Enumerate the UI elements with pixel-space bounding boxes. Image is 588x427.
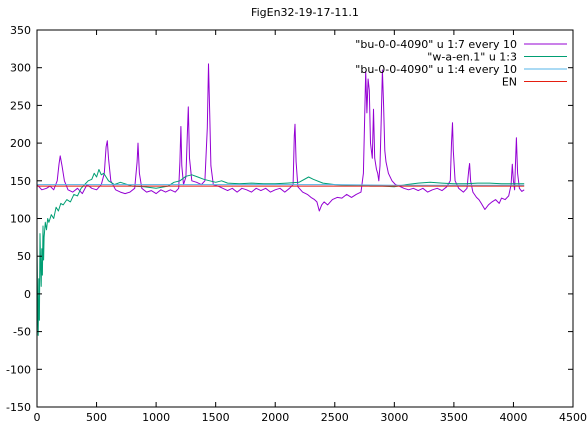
x-tick-label: 0	[34, 411, 41, 424]
x-tick-label: 3000	[380, 411, 408, 424]
x-tick-label: 2500	[321, 411, 349, 424]
y-tick-label: -150	[6, 401, 31, 414]
x-tick-label: 2000	[261, 411, 289, 424]
x-tick-label: 1500	[202, 411, 230, 424]
axis-ticks: 0 500 1000 1500 2000 2500 3000 3500 4000 4500-150…	[6, 24, 587, 424]
legend-label: "bu-0-0-4090" u 1:7 every 10	[355, 38, 517, 51]
legend-label: "w-a-en.1" u 1:3	[427, 51, 517, 64]
y-tick-label: -50	[13, 326, 31, 339]
plot-frame	[36, 29, 574, 408]
legend-label: "bu-0-0-4090" u 1:4 every 10	[355, 63, 517, 76]
y-tick-label: 50	[17, 250, 31, 263]
series-line-2	[36, 169, 525, 336]
x-tick-label: 4500	[559, 411, 587, 424]
series-line-3	[37, 184, 525, 186]
y-tick-label: 200	[10, 137, 31, 150]
plot-series	[36, 63, 525, 336]
x-tick-label: 4000	[499, 411, 527, 424]
y-tick-label: 0	[24, 288, 31, 301]
y-tick-label: 300	[10, 62, 31, 75]
legend: "bu-0-0-4090" u 1:7 every 10"w-a-en.1" u…	[355, 38, 567, 89]
x-tick-label: 1000	[142, 411, 170, 424]
x-tick-label: 3500	[440, 411, 468, 424]
y-tick-label: -100	[6, 363, 31, 376]
y-tick-label: 150	[10, 175, 31, 188]
y-tick-label: 250	[10, 99, 31, 112]
legend-label: EN	[502, 76, 517, 89]
x-tick-label: 500	[86, 411, 107, 424]
series-line-1	[36, 63, 525, 212]
chart-title: FigEn32-19-17-11.1	[251, 6, 359, 19]
y-tick-label: 100	[10, 213, 31, 226]
y-tick-label: 350	[10, 24, 31, 37]
